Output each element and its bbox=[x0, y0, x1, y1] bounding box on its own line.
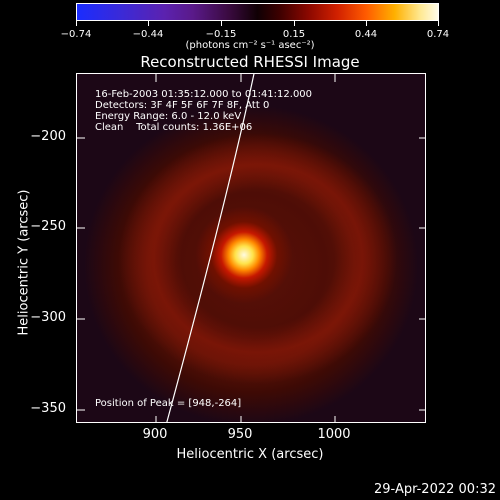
time-range-text: 16-Feb-2003 01:35:12.000 to 01:41:12.000 bbox=[95, 89, 313, 100]
y-tick-label: −300 bbox=[30, 310, 66, 325]
y-tick-label: −250 bbox=[30, 219, 66, 234]
detectors-text: Detectors: 3F 4F 5F 6F 7F 8F, Att 0 bbox=[95, 100, 270, 111]
colorbar-tick-mark bbox=[221, 21, 222, 26]
colorbar-tick-label: 0.15 bbox=[282, 29, 306, 40]
colorbar-tick-label: −0.74 bbox=[60, 29, 92, 40]
colorbar-tick-label: −0.15 bbox=[205, 29, 237, 40]
y-axis-label: Heliocentric Y (arcsec) bbox=[16, 189, 32, 336]
x-axis-label: Heliocentric X (arcsec) bbox=[176, 447, 324, 462]
plot-title: Reconstructed RHESSI Image bbox=[140, 53, 360, 71]
colorbar-tick-label: 0.44 bbox=[354, 29, 378, 40]
colorbar-tick-mark bbox=[148, 21, 149, 26]
y-tick-label: −350 bbox=[30, 401, 66, 416]
x-tick-label: 900 bbox=[142, 427, 168, 442]
x-tick-label: 1000 bbox=[317, 427, 351, 442]
rhessi-image[interactable] bbox=[76, 73, 426, 423]
colorbar-tick-mark bbox=[366, 21, 367, 26]
colorbar-tick-label: 0.74 bbox=[426, 29, 450, 40]
peak-position-text: Position of Peak = [948,-264] bbox=[95, 398, 242, 409]
colorbar-tick-label: −0.44 bbox=[132, 29, 164, 40]
colorbar bbox=[76, 3, 439, 21]
colorbar-units: (photons cm⁻² s⁻¹ asec⁻²) bbox=[185, 40, 315, 51]
colorbar-tick-mark bbox=[76, 21, 77, 26]
plot-overlay bbox=[77, 74, 425, 422]
energy-range-text: Energy Range: 6.0 - 12.0 keV bbox=[95, 111, 242, 122]
clean-counts-text: Clean Total counts: 1.36E+06 bbox=[95, 122, 253, 133]
x-tick-label: 950 bbox=[227, 427, 253, 442]
colorbar-tick-mark bbox=[438, 21, 439, 26]
colorbar-tick-mark bbox=[294, 21, 295, 26]
y-tick-label: −200 bbox=[30, 129, 66, 144]
timestamp: 29-Apr-2022 00:32 bbox=[374, 482, 496, 497]
solar-limb-line bbox=[166, 74, 255, 422]
